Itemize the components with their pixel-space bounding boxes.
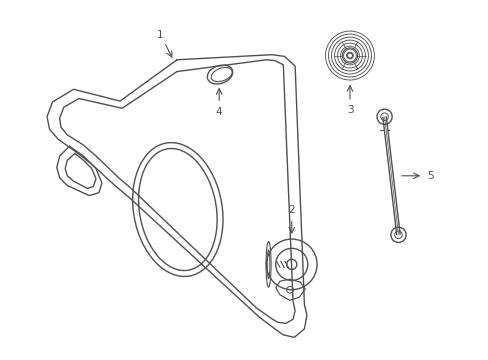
Text: 1: 1 [157,30,163,40]
Text: 4: 4 [215,107,222,117]
Text: 2: 2 [288,205,294,215]
Text: 3: 3 [346,105,352,116]
Text: 5: 5 [426,171,433,181]
